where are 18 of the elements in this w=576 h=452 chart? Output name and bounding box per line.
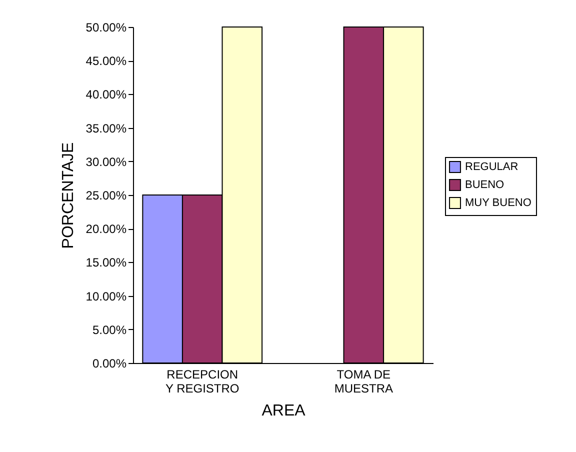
y-axis-title: PORCENTAJE [60, 142, 77, 249]
y-tick-label: 30.00% [86, 154, 127, 169]
y-tick-label: 15.00% [86, 256, 127, 270]
y-tick-label: 35.00% [86, 121, 127, 136]
legend-label: REGULAR [465, 161, 518, 173]
y-tick-label: 25.00% [86, 188, 127, 202]
y-tick-label: 5.00% [92, 322, 127, 337]
legend-label: MUY BUENO [465, 197, 532, 209]
y-tick-label: 45.00% [86, 54, 127, 68]
y-tick-label: 40.00% [86, 88, 127, 102]
y-tick-label: 20.00% [86, 222, 127, 236]
x-axis-title: AREA [262, 402, 306, 420]
y-tick-label: 0.00% [92, 356, 127, 370]
legend-label: BUENO [465, 179, 505, 191]
y-tick-label: 50.00% [86, 20, 127, 34]
x-tick-label: TOMA DE MUESTRA [334, 368, 393, 396]
x-tick-label: RECEPCION Y REGISTRO [165, 368, 240, 396]
y-tick-label: 10.00% [86, 289, 127, 304]
